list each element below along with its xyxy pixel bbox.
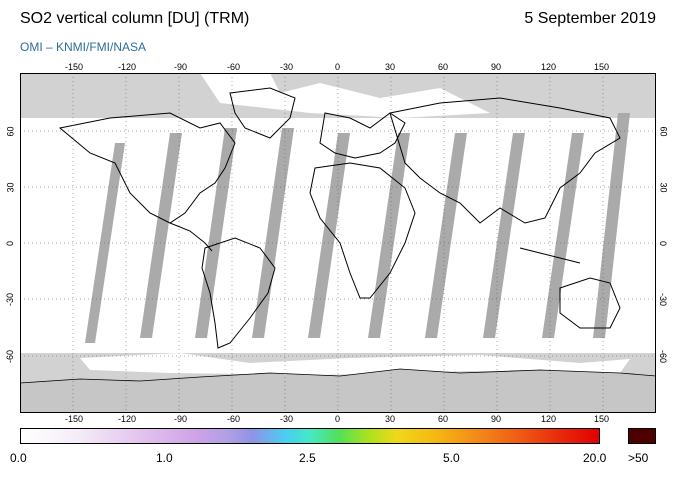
lat-tick-left: 0 (5, 240, 16, 247)
lon-tick-bottom: -60 (227, 414, 241, 424)
map-title: SO2 vertical column [DU] (TRM) (20, 10, 250, 27)
lon-tick-top: -30 (280, 62, 294, 72)
lat-tick-right: 60 (658, 126, 669, 137)
lon-tick-bottom: 0 (335, 414, 341, 424)
lon-tick-bottom: -150 (65, 414, 84, 424)
lon-tick-bottom: 60 (438, 414, 449, 424)
lon-tick-bottom: -30 (280, 414, 294, 424)
orbit-gap (593, 113, 630, 338)
lon-tick-bottom: 90 (491, 414, 502, 424)
australia (559, 277, 621, 329)
asia (389, 97, 621, 224)
colorbar-label: 20.0 (583, 451, 607, 465)
orbit-gap (195, 128, 237, 338)
orbit-gap (140, 133, 182, 338)
colorbar-label: 1.0 (156, 451, 173, 465)
orbit-gap (425, 133, 467, 338)
indonesia (519, 247, 581, 264)
orbit-gap-stripes (85, 113, 630, 343)
data-credit: OMI – KNMI/FMI/NASA (20, 40, 147, 54)
graticule (20, 73, 656, 413)
lat-tick-right: -60 (658, 349, 669, 364)
lat-tick-left: -60 (5, 349, 16, 364)
lon-tick-top: 120 (541, 62, 557, 72)
arctic-data-patch (200, 73, 490, 118)
lon-tick-top: 150 (594, 62, 610, 72)
world-map-canvas (20, 73, 656, 413)
lat-tick-right: -30 (658, 292, 669, 307)
lon-tick-top: -90 (174, 62, 188, 72)
lat-tick-left: 30 (5, 182, 16, 193)
orbit-gap (308, 133, 350, 338)
europe (319, 112, 406, 159)
antarctic-data-patch (80, 353, 630, 375)
south-america (201, 237, 276, 349)
lon-tick-top: -150 (65, 62, 84, 72)
lon-tick-top: 30 (385, 62, 396, 72)
lon-tick-top: 90 (491, 62, 502, 72)
colorbar (20, 428, 600, 444)
lon-tick-bottom: -90 (174, 414, 188, 424)
lat-tick-left: -30 (5, 292, 16, 307)
orbit-gap (252, 128, 294, 338)
map-frame (20, 73, 656, 413)
north-america (58, 112, 236, 224)
orbit-gap (542, 133, 584, 338)
africa (309, 162, 416, 299)
lon-tick-top: -60 (227, 62, 241, 72)
lon-tick-bottom: -120 (118, 414, 137, 424)
continent-outlines (58, 87, 621, 349)
lon-tick-top: 0 (335, 62, 341, 72)
colorbar-max-swatch (628, 428, 656, 444)
orbit-gap (483, 133, 525, 338)
colorbar-label: 0.0 (10, 451, 27, 465)
lat-tick-right: 30 (658, 182, 669, 193)
greenland (229, 87, 296, 139)
colorbar-label: 2.5 (299, 451, 316, 465)
map-date: 5 September 2019 (524, 10, 656, 27)
colorbar-max-label: >50 (628, 451, 649, 465)
lat-tick-right: 0 (658, 240, 669, 247)
world-map: -150 -120 -90 -60 -30 0 30 60 90 120 150… (5, 63, 669, 424)
lon-tick-bottom: 120 (541, 414, 557, 424)
lat-tick-left: 60 (5, 126, 16, 137)
lon-tick-bottom: 30 (385, 414, 396, 424)
lon-tick-top: -120 (118, 62, 137, 72)
orbit-gap (85, 143, 125, 343)
colorbar-label: 5.0 (443, 451, 460, 465)
lon-tick-top: 60 (438, 62, 449, 72)
lon-tick-bottom: 150 (594, 414, 610, 424)
